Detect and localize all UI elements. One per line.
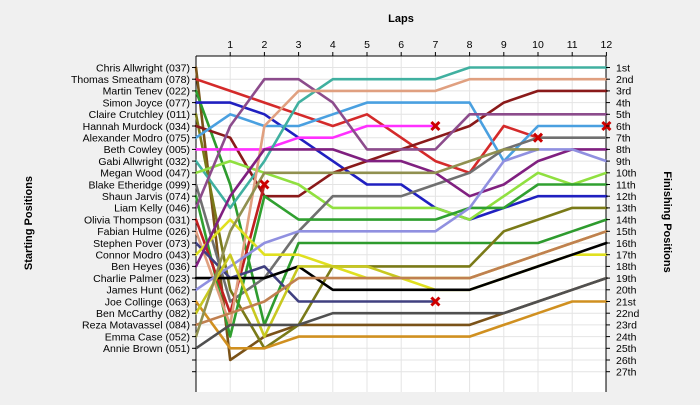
starting-position-label: Beth Cowley (005) bbox=[104, 144, 190, 156]
finishing-position-label: 17th bbox=[616, 250, 637, 262]
starting-position-label: Shaun Jarvis (074) bbox=[102, 191, 190, 203]
series-line bbox=[194, 66, 608, 210]
x-tick-label: 12 bbox=[601, 39, 613, 51]
series-line bbox=[194, 148, 540, 338]
starting-position-labels: Chris Allwright (037)Thomas Smeatham (07… bbox=[71, 62, 196, 373]
x-axis-title: Laps bbox=[388, 13, 414, 25]
finishing-position-label: 4th bbox=[616, 97, 631, 109]
series-line bbox=[194, 183, 608, 338]
finishing-position-label: 25th bbox=[616, 343, 637, 355]
retired-markers bbox=[259, 120, 612, 307]
starting-position-label: Fabian Hulme (026) bbox=[97, 226, 190, 238]
finishing-position-label: 23rd bbox=[616, 320, 637, 332]
finishing-position-label: 18th bbox=[616, 261, 637, 273]
finishing-position-label: 11th bbox=[616, 179, 636, 191]
retired-marker bbox=[259, 179, 270, 190]
x-tick-label: 11 bbox=[567, 39, 578, 51]
x-tick-label: 10 bbox=[532, 39, 544, 51]
x-tick-label: 5 bbox=[364, 39, 370, 51]
right-axis-title: Finishing Positions bbox=[661, 171, 673, 272]
finishing-position-label: 9th bbox=[616, 156, 631, 168]
starting-position-label: Martin Tenev (022) bbox=[103, 86, 190, 98]
x-tick-label: 6 bbox=[398, 39, 404, 51]
x-tick-label: 9 bbox=[501, 39, 507, 51]
starting-position-label: Thomas Smeatham (078) bbox=[71, 74, 190, 86]
retired-marker bbox=[532, 132, 544, 143]
x-tick-label: 8 bbox=[467, 39, 473, 51]
finishing-position-label: 27th bbox=[616, 367, 637, 379]
finishing-position-label: 13th bbox=[616, 203, 637, 215]
finishing-position-label: 5th bbox=[616, 109, 631, 121]
left-axis-title: Starting Positions bbox=[23, 176, 35, 270]
series-line bbox=[194, 241, 437, 303]
starting-position-label: Connor Modro (043) bbox=[95, 250, 190, 262]
series-line bbox=[194, 300, 608, 350]
starting-position-label: Emma Case (052) bbox=[105, 331, 190, 343]
series-line bbox=[194, 124, 437, 151]
x-tick-label: 7 bbox=[432, 39, 438, 51]
finishing-position-label: 21st bbox=[616, 296, 636, 308]
starting-position-label: Joe Collinge (063) bbox=[105, 296, 190, 308]
starting-position-label: Annie Brown (051) bbox=[103, 343, 190, 355]
finishing-position-label: 8th bbox=[616, 144, 631, 156]
starting-position-label: Ben McCarthy (082) bbox=[96, 308, 190, 320]
x-tick-label: 3 bbox=[296, 39, 302, 51]
finishing-position-label: 19th bbox=[616, 273, 637, 285]
starting-position-label: Alexander Modro (075) bbox=[83, 133, 190, 145]
starting-position-label: Gabi Allwright (032) bbox=[98, 156, 190, 168]
finishing-position-label: 26th bbox=[616, 355, 637, 367]
series-line bbox=[194, 101, 608, 221]
series-line bbox=[194, 77, 608, 327]
finishing-position-labels: 1st2nd3rd4th5th6th7th8th9th10th11th12th1… bbox=[606, 62, 640, 379]
x-axis-ticks: 1 2 3 4 5 6 7 8 9 10 11 12 bbox=[227, 39, 612, 56]
series-line bbox=[194, 230, 608, 327]
starting-position-label: Olivia Thompson (031) bbox=[84, 214, 190, 226]
starting-position-label: Charlie Palmer (023) bbox=[93, 273, 190, 285]
x-tick-label: 2 bbox=[261, 39, 267, 51]
series-line bbox=[194, 276, 608, 350]
x-tick-label: 4 bbox=[330, 39, 336, 51]
finishing-position-label: 6th bbox=[616, 121, 631, 133]
starting-position-label: Reza Motavassel (084) bbox=[82, 320, 190, 332]
finishing-position-label: 3rd bbox=[616, 86, 631, 98]
finishing-position-label: 7th bbox=[616, 133, 631, 145]
starting-position-label: Liam Kelly (046) bbox=[114, 203, 190, 215]
starting-position-label: Megan Wood (047) bbox=[100, 168, 190, 180]
retired-marker bbox=[430, 296, 441, 307]
finishing-position-label: 10th bbox=[616, 168, 637, 180]
starting-position-label: Hannah Murdock (034) bbox=[83, 121, 190, 133]
x-tick-label: 1 bbox=[227, 39, 233, 51]
finishing-position-label: 24th bbox=[616, 331, 637, 343]
starting-position-label: Chris Allwright (037) bbox=[96, 62, 190, 74]
finishing-position-label: 15th bbox=[616, 226, 637, 238]
retired-marker bbox=[430, 120, 441, 132]
finishing-position-label: 12th bbox=[616, 191, 637, 203]
starting-position-label: Simon Joyce (077) bbox=[102, 97, 190, 109]
finishing-position-label: 2nd bbox=[616, 74, 634, 86]
series-lines bbox=[194, 66, 608, 362]
starting-position-label: Claire Crutchley (011) bbox=[89, 109, 190, 121]
finishing-position-label: 20th bbox=[616, 285, 637, 297]
finishing-position-label: 16th bbox=[616, 238, 637, 250]
finishing-position-label: 1st bbox=[616, 62, 630, 74]
starting-position-label: James Hunt (062) bbox=[107, 285, 190, 297]
series-line bbox=[194, 241, 608, 292]
finishing-position-label: 22nd bbox=[616, 308, 640, 320]
finishing-position-label: 14th bbox=[616, 214, 637, 226]
series-line bbox=[194, 77, 608, 210]
series-line bbox=[194, 148, 608, 268]
starting-position-label: Ben Heyes (036) bbox=[111, 261, 190, 273]
starting-position-label: Blake Etheridge (099) bbox=[88, 179, 190, 191]
starting-position-label: Stephen Pover (073) bbox=[93, 238, 190, 250]
